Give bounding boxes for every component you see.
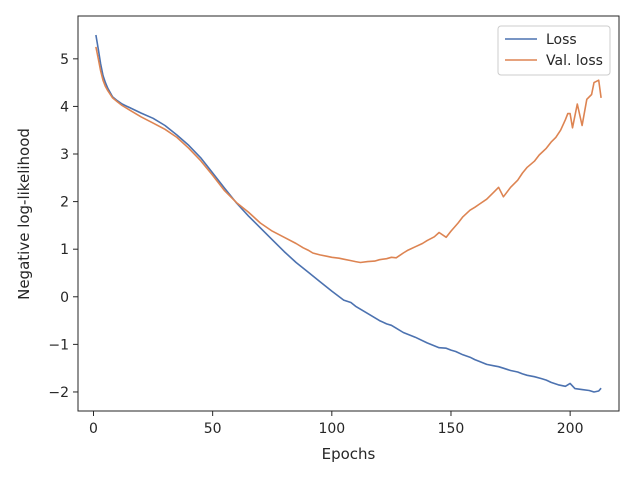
x-tick-label: 0 bbox=[89, 421, 98, 437]
y-tick-label: 5 bbox=[60, 52, 69, 68]
y-axis-label: Negative log-likelihood bbox=[15, 128, 33, 300]
x-tick-label: 150 bbox=[438, 421, 465, 437]
y-tick-label: −2 bbox=[48, 385, 69, 401]
x-tick-label: 200 bbox=[557, 421, 584, 437]
legend-label-val-loss: Val. loss bbox=[546, 53, 603, 69]
y-tick-label: 3 bbox=[60, 147, 69, 163]
series-line-loss bbox=[95, 34, 602, 393]
plot-background bbox=[78, 16, 619, 411]
plot-area bbox=[78, 16, 619, 411]
y-tick-label: 1 bbox=[60, 242, 69, 258]
x-axis-label: Epochs bbox=[322, 445, 376, 463]
y-tick-label: 4 bbox=[60, 99, 69, 115]
y-tick-label: 0 bbox=[60, 290, 69, 306]
legend: Loss Val. loss bbox=[497, 25, 611, 76]
y-tick-label: −1 bbox=[48, 337, 69, 353]
y-tick-label: 2 bbox=[60, 195, 69, 211]
x-tick-label: 100 bbox=[318, 421, 345, 437]
axes: 0 50 100 150 200 −2 −1 0 1 2 3 4 5 bbox=[48, 15, 620, 437]
legend-label-loss: Loss bbox=[546, 32, 577, 48]
x-tick-label: 50 bbox=[204, 421, 222, 437]
series-lines bbox=[95, 34, 602, 393]
plot-frame bbox=[77, 15, 620, 412]
series-line-val-loss bbox=[95, 46, 602, 264]
